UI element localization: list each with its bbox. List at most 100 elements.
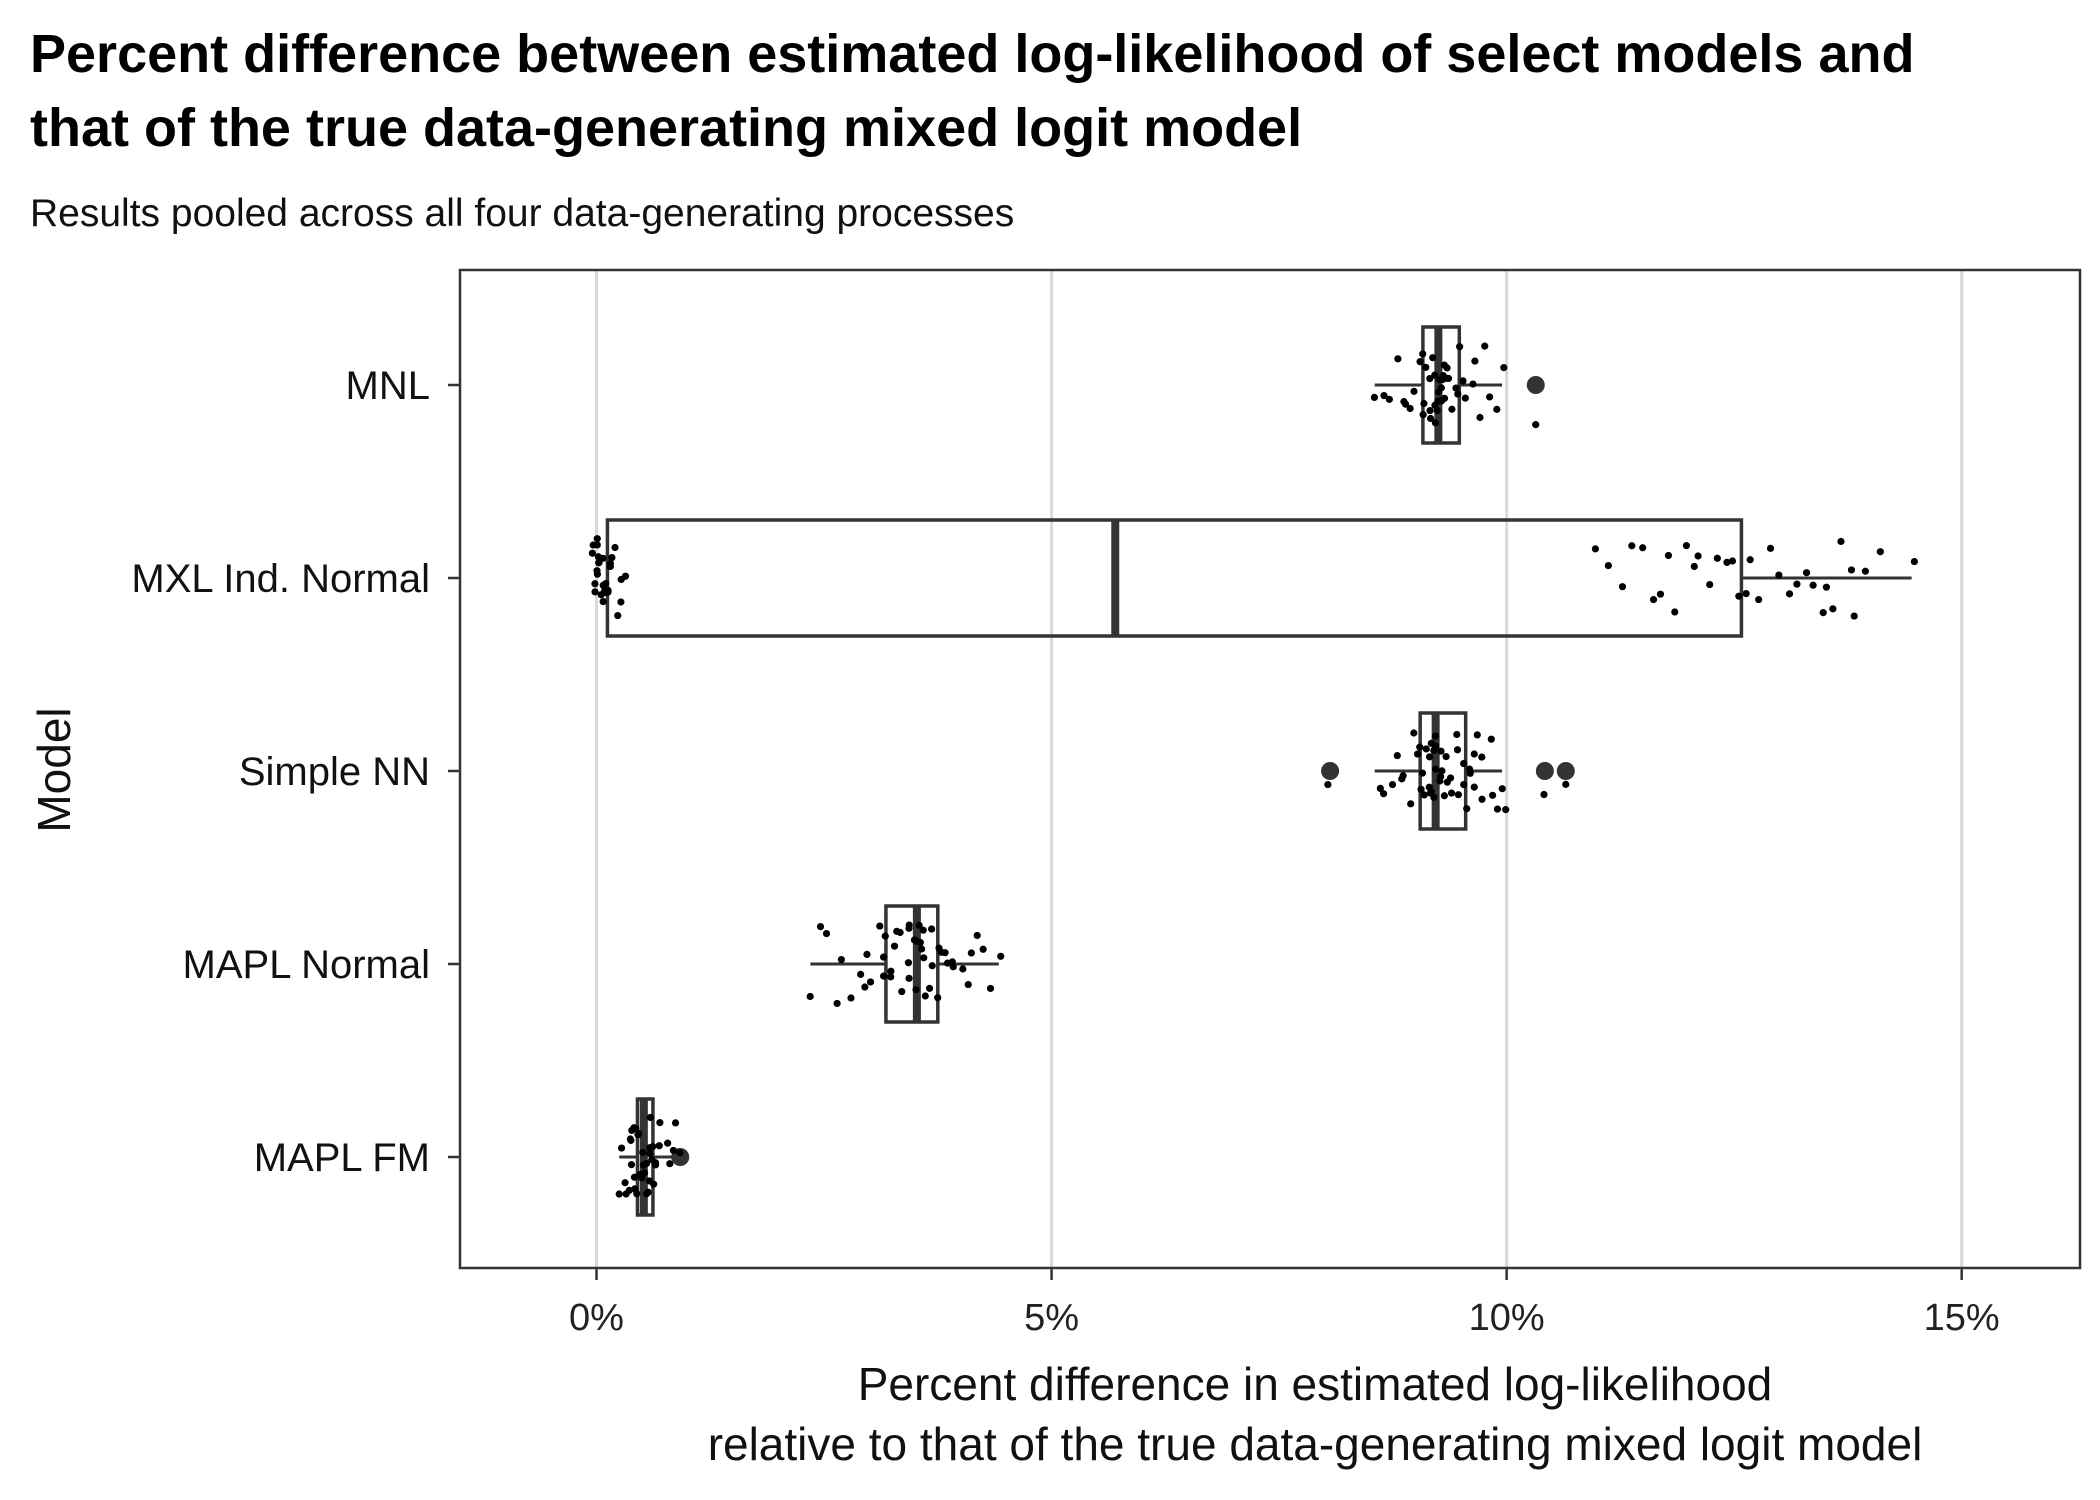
point-mapl-normal-44 (964, 980, 972, 989)
point-mnl-9 (1419, 411, 1427, 419)
point-mnl-44 (1486, 393, 1494, 401)
point-mxl-ind-normal-8 (593, 567, 601, 575)
point-mnl-31 (1440, 394, 1449, 402)
point-mxl-ind-normal-4 (589, 541, 597, 549)
point-mxl-ind-normal-20 (604, 588, 612, 596)
point-mapl-normal-23 (905, 921, 913, 929)
point-mxl-ind-normal-36 (1664, 551, 1673, 560)
point-mnl-35 (1452, 384, 1460, 392)
point-mapl-normal-4 (837, 955, 845, 964)
point-simple-nn-28 (1440, 792, 1448, 800)
x-tick-label-0: 0% (569, 1297, 624, 1339)
point-mapl-normal-9 (866, 978, 875, 986)
point-mnl-0 (1370, 393, 1379, 402)
point-simple-nn-30 (1442, 752, 1450, 761)
point-simple-nn-31 (1446, 774, 1455, 782)
point-simple-nn-7 (1410, 729, 1418, 737)
point-mapl-normal-29 (918, 945, 926, 953)
point-mnl-24 (1435, 388, 1443, 396)
point-mnl-45 (1493, 405, 1501, 413)
point-simple-nn-41 (1470, 783, 1478, 791)
point-simple-nn-12 (1422, 745, 1430, 753)
point-mapl-fm-38 (666, 1160, 674, 1168)
point-mapl-fm-33 (650, 1180, 658, 1188)
point-mxl-ind-normal-53 (1802, 569, 1811, 577)
point-mxl-ind-normal-34 (1649, 595, 1658, 604)
point-mxl-ind-normal-29 (1591, 545, 1600, 553)
point-simple-nn-53 (1562, 780, 1570, 788)
point-mapl-fm-13 (633, 1190, 641, 1198)
point-mnl-33 (1444, 374, 1453, 383)
point-mapl-normal-35 (928, 925, 936, 933)
point-mxl-ind-normal-27 (617, 598, 625, 606)
point-mxl-ind-normal-59 (1847, 566, 1856, 574)
point-simple-nn-42 (1470, 750, 1478, 758)
point-mxl-ind-normal-32 (1628, 542, 1636, 550)
point-mxl-ind-normal-46 (1742, 590, 1750, 598)
point-mapl-fm-28 (646, 1113, 654, 1122)
point-mapl-normal-30 (920, 954, 928, 962)
point-mnl-46 (1500, 364, 1508, 372)
point-mxl-ind-normal-48 (1755, 595, 1763, 604)
point-mnl-8 (1416, 358, 1424, 366)
point-mapl-normal-39 (941, 949, 949, 957)
point-simple-nn-33 (1453, 730, 1461, 739)
point-mapl-normal-31 (919, 926, 927, 934)
point-mapl-normal-25 (912, 986, 920, 994)
point-simple-nn-40 (1466, 769, 1474, 777)
point-mxl-ind-normal-22 (606, 562, 614, 571)
point-simple-nn-38 (1463, 805, 1471, 813)
point-mnl-41 (1471, 357, 1479, 365)
point-mapl-normal-45 (967, 949, 975, 957)
point-mapl-normal-22 (905, 974, 913, 982)
point-mapl-fm-36 (656, 1119, 664, 1127)
point-simple-nn-14 (1425, 753, 1434, 761)
point-mxl-ind-normal-23 (608, 554, 616, 562)
point-mxl-ind-normal-0 (588, 549, 596, 557)
point-mxl-ind-normal-42 (1713, 554, 1721, 562)
outlier-simple-nn-0 (1321, 762, 1340, 780)
point-mnl-5 (1401, 400, 1410, 408)
y-tick-label-4: MAPL FM (254, 1136, 430, 1180)
point-mnl-42 (1476, 413, 1484, 422)
point-mnl-12 (1422, 363, 1430, 371)
y-tick-label-3: MAPL Normal (183, 943, 430, 987)
point-simple-nn-47 (1488, 791, 1497, 799)
point-mapl-normal-48 (986, 984, 995, 993)
point-mapl-normal-32 (921, 992, 929, 1000)
point-mxl-ind-normal-38 (1682, 542, 1691, 550)
point-mnl-40 (1469, 380, 1477, 388)
point-mxl-ind-normal-50 (1775, 571, 1783, 579)
point-mxl-ind-normal-54 (1809, 581, 1817, 589)
chart-title-line-1: Percent difference between estimated log… (30, 24, 1914, 84)
point-mapl-normal-5 (847, 994, 855, 1002)
point-mxl-ind-normal-1 (591, 588, 599, 596)
point-simple-nn-18 (1427, 788, 1435, 796)
point-mxl-ind-normal-61 (1861, 567, 1869, 575)
point-mnl-7 (1410, 387, 1418, 395)
y-axis-title: Model (28, 707, 80, 832)
point-mxl-ind-normal-39 (1690, 562, 1698, 571)
point-mxl-ind-normal-2 (591, 580, 599, 588)
point-mapl-normal-43 (959, 965, 967, 973)
x-tick-label-2: 10% (1469, 1297, 1545, 1339)
x-axis-title-line-2: relative to that of the true data-genera… (708, 1418, 1923, 1470)
point-mnl-29 (1439, 375, 1447, 384)
point-mxl-ind-normal-40 (1694, 552, 1702, 560)
point-simple-nn-34 (1454, 791, 1462, 799)
point-mnl-13 (1426, 414, 1435, 423)
point-mxl-ind-normal-56 (1822, 583, 1830, 591)
point-mnl-32 (1443, 364, 1451, 372)
point-mapl-normal-11 (879, 953, 888, 961)
point-mapl-fm-35 (655, 1142, 663, 1150)
point-mnl-38 (1459, 377, 1467, 385)
y-tick-label-1: MXL Ind. Normal (131, 557, 430, 601)
point-mxl-ind-normal-55 (1819, 609, 1827, 617)
point-mxl-ind-normal-11 (599, 597, 607, 606)
plot-area: MNL MXL Ind. Normal Simple NN MAPL Normal MA… (131, 268, 2082, 1339)
outlier-simple-nn-1 (1535, 762, 1554, 780)
point-simple-nn-10 (1418, 769, 1427, 777)
point-simple-nn-26 (1438, 767, 1446, 775)
point-mapl-normal-47 (979, 945, 987, 953)
point-mapl-normal-0 (806, 992, 814, 1001)
